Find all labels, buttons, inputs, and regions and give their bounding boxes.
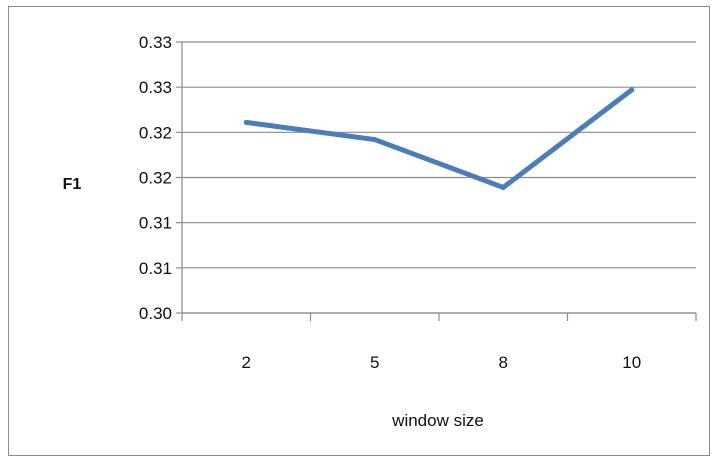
y-tick-label: 0.33 xyxy=(139,78,172,97)
y-tick-label: 0.30 xyxy=(139,304,172,323)
x-tick-label: 8 xyxy=(499,353,508,372)
chart-frame xyxy=(8,6,710,456)
series-layer xyxy=(243,87,635,190)
y-tick-label: 0.33 xyxy=(139,33,172,52)
series-line xyxy=(243,87,635,190)
x-axis-ticks: 2 5 8 10 xyxy=(181,313,697,372)
y-tick-label: 0.32 xyxy=(139,169,172,188)
y-axis-title: F1 xyxy=(63,176,82,193)
gridlines xyxy=(182,41,696,314)
data-point xyxy=(629,87,635,93)
data-point xyxy=(243,119,249,125)
y-axis-ticks: 0.30 0.31 0.31 0.32 0.32 0.33 0.33 xyxy=(139,33,182,323)
data-point xyxy=(372,137,378,143)
y-tick-label: 0.31 xyxy=(139,214,172,233)
x-axis-title: window size xyxy=(391,411,484,430)
x-tick-label: 10 xyxy=(622,353,641,372)
x-tick-label: 5 xyxy=(370,353,379,372)
x-tick-label: 2 xyxy=(242,353,251,372)
y-tick-label: 0.31 xyxy=(139,259,172,278)
data-point xyxy=(500,184,506,190)
y-tick-label: 0.32 xyxy=(139,123,172,142)
